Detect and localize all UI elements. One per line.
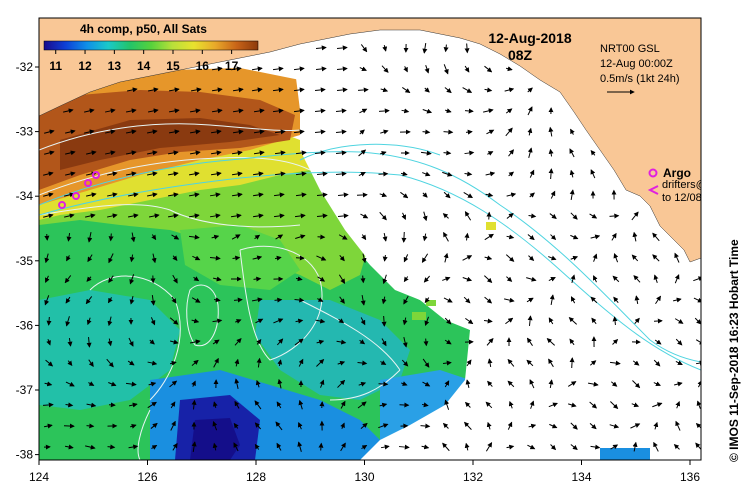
current-vector [87,426,94,427]
longitude-tick-label: 126 [137,470,157,484]
latitude-tick-label: -36 [16,318,34,332]
current-vector [49,317,50,325]
latitude-tick-label: -32 [16,60,34,74]
colorbar-tick-label: 17 [225,59,239,73]
current-vector [610,216,619,217]
current-vector [444,153,451,154]
latitude-tick-label: -37 [16,383,34,397]
latitude-axis: -32 -33 -34 -35 -36 -37 -38 [16,60,39,462]
product-title: 4h comp, p50, All Sats [80,22,207,36]
current-vector [379,384,388,385]
argo-label: Argo [663,166,691,180]
current-vector [467,44,468,53]
credit-text: © IMOS 11-Sep-2018 16:23 Hobart Time [727,239,741,462]
colorbar-tick-label: 13 [108,59,122,73]
current-vector [111,234,112,241]
longitude-tick-label: 134 [571,470,591,484]
longitude-tick-label: 128 [246,470,266,484]
arrow-scale-label: 0.5m/s (1kt 24h) [600,73,679,85]
date-label: 12-Aug-2018 [488,30,571,46]
current-vector [572,358,573,368]
latitude-tick-label: -34 [16,189,34,203]
colorbar-tick-label: 16 [196,59,210,73]
current-vector [465,111,473,112]
colorbar-tick-label: 12 [78,59,92,73]
drifters-label-line1: drifters@12h [662,179,725,191]
longitude-tick-label: 136 [680,470,700,484]
current-vector [47,234,48,240]
plot-area: 12-Aug-2018 08Z NRT00 GSL 12-Aug 00:00Z … [39,18,725,460]
current-vector [357,195,367,196]
latitude-tick-label: -33 [16,125,34,139]
colorbar [44,41,258,50]
longitude-tick-label: 124 [29,470,49,484]
longitude-tick-label: 132 [463,470,483,484]
longitude-axis: 124 126 128 130 132 134 136 [29,460,700,484]
currents-source: NRT00 GSL [600,43,660,55]
current-vector [379,174,388,175]
current-vector [321,444,322,451]
colorbar-tick-label: 15 [166,59,180,73]
longitude-tick-label: 130 [354,470,374,484]
colorbar-tick-label: 14 [137,59,151,73]
currents-time: 12-Aug 00:00Z [600,58,673,70]
colorbar-tick-label: 11 [49,59,62,73]
current-vector [444,132,453,133]
current-vector [363,276,364,283]
time-label: 08Z [508,47,533,63]
drifters-label-line2: to 12/08 12Z [662,192,724,204]
current-vector [404,232,405,242]
current-vector [426,339,427,346]
latitude-tick-label: -35 [16,254,34,268]
latitude-tick-label: -38 [16,448,34,462]
